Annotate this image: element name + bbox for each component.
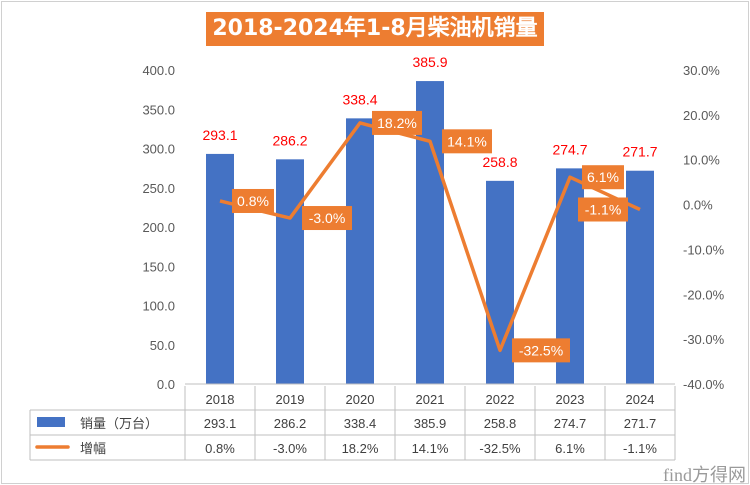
bar-data-label: 258.8	[482, 154, 517, 170]
table-cell-sales: 271.7	[624, 416, 657, 431]
line-label-box	[512, 338, 570, 363]
right-axis-tick: -20.0%	[683, 287, 725, 302]
right-axis-tick: 20.0%	[683, 108, 720, 123]
legend-sales-label: 销量（万台）	[80, 416, 158, 431]
line-label-box	[578, 197, 628, 222]
table-cell-growth: 14.1%	[412, 441, 449, 456]
bar-data-label: 293.1	[202, 127, 237, 143]
line-label-box	[582, 165, 624, 190]
bar-data-label: 338.4	[342, 91, 377, 107]
table-cell-sales: 258.8	[484, 416, 517, 431]
line-label-box	[232, 188, 274, 213]
watermark: find方得网	[663, 465, 746, 485]
line-data-label: 14.1%	[447, 133, 487, 149]
left-axis-tick: 100.0	[142, 299, 175, 314]
line-data-label: 0.8%	[237, 193, 269, 209]
bar	[206, 153, 234, 384]
left-axis-tick: 400.0	[142, 63, 175, 78]
line-data-label: 6.1%	[587, 169, 619, 185]
bar	[346, 118, 374, 384]
x-axis-tick: 2020	[346, 392, 375, 407]
left-axis-tick: 350.0	[142, 102, 175, 117]
left-axis-tick: 200.0	[142, 220, 175, 235]
bar	[276, 159, 304, 384]
x-axis-tick: 2021	[416, 392, 445, 407]
table-cell-sales: 385.9	[414, 416, 447, 431]
table-cell-sales: 286.2	[274, 416, 307, 431]
bar-data-label: 271.7	[622, 144, 657, 160]
legend-bar-swatch	[37, 417, 65, 427]
x-axis-tick: 2019	[276, 392, 305, 407]
right-axis-tick: 30.0%	[683, 63, 720, 78]
table-cell-growth: -3.0%	[273, 441, 307, 456]
table-cell-growth: -1.1%	[623, 441, 657, 456]
table-cell-sales: 274.7	[554, 416, 587, 431]
bar-data-label: 286.2	[272, 132, 307, 148]
bar	[486, 180, 514, 384]
right-axis-tick: 0.0%	[683, 198, 713, 213]
table-cell-growth: 6.1%	[555, 441, 585, 456]
right-axis-tick: -10.0%	[683, 242, 725, 257]
line-data-label: -32.5%	[519, 342, 563, 358]
table-cell-growth: 18.2%	[342, 441, 379, 456]
right-axis-tick: 10.0%	[683, 153, 720, 168]
left-axis-tick: 300.0	[142, 142, 175, 157]
right-axis-tick: -40.0%	[683, 377, 725, 392]
line-data-label: -1.1%	[585, 202, 622, 218]
left-axis-tick: 50.0	[150, 338, 175, 353]
left-axis-tick: 0.0	[157, 377, 175, 392]
table-cell-sales: 293.1	[204, 416, 237, 431]
left-axis-tick: 250.0	[142, 181, 175, 196]
table-cell-sales: 338.4	[344, 416, 377, 431]
line-label-box	[302, 206, 352, 231]
line-label-box	[442, 129, 492, 154]
table-cell-growth: -32.5%	[479, 441, 521, 456]
table-cell-growth: 0.8%	[205, 441, 235, 456]
x-axis-tick: 2023	[556, 392, 585, 407]
left-axis-tick: 150.0	[142, 259, 175, 274]
bar	[626, 170, 654, 384]
growth-line	[219, 121, 641, 353]
right-axis-tick: -30.0%	[683, 332, 725, 347]
x-axis-tick: 2024	[626, 392, 655, 407]
line-data-label: 18.2%	[377, 115, 417, 131]
bar-data-label: 385.9	[412, 54, 447, 70]
x-axis-tick: 2022	[486, 392, 515, 407]
chart-title: 2018-2024年1-8月柴油机销量	[206, 12, 544, 46]
line-data-label: -3.0%	[309, 210, 346, 226]
x-axis-tick: 2018	[206, 392, 235, 407]
legend-growth-label: 增幅	[80, 441, 106, 456]
line-label-box	[372, 110, 422, 135]
bar-data-label: 274.7	[552, 141, 587, 157]
